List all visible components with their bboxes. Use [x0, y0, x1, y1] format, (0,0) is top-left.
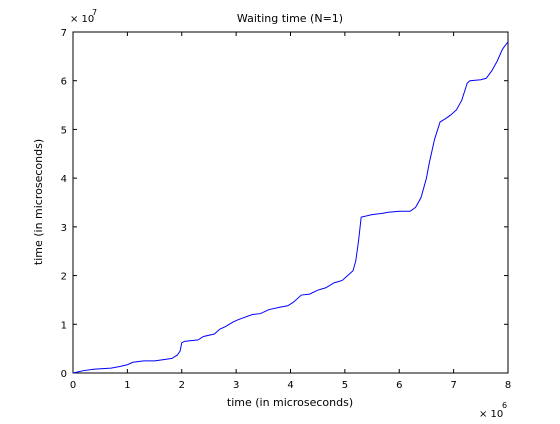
y-multiplier-base: × 10 — [70, 14, 94, 25]
x-tick-label: 0 — [70, 380, 76, 391]
plot-frame — [72, 31, 509, 374]
x-tick-label: 3 — [233, 380, 239, 391]
y-axis-label: time (in microseconds) — [32, 139, 45, 265]
y-tick-label: 2 — [61, 272, 67, 283]
x-axis-label: time (in microseconds) — [227, 396, 353, 409]
y-tick-label: 1 — [61, 320, 67, 331]
y-tick-label: 3 — [61, 223, 67, 234]
y-multiplier-exponent: 7 — [92, 8, 97, 17]
x-multiplier-base: × 10 — [479, 409, 503, 420]
x-tick-label: 1 — [124, 380, 130, 391]
y-tick-label: 0 — [61, 369, 67, 380]
y-tick-label: 4 — [61, 174, 67, 185]
x-axis-multiplier: × 10 6 — [479, 401, 507, 420]
y-axis-multiplier: × 10 7 — [70, 8, 97, 25]
x-tick-label: 2 — [179, 380, 185, 391]
y-tick-label: 7 — [61, 28, 67, 39]
x-multiplier-exponent: 6 — [502, 401, 507, 410]
x-tick-label: 8 — [505, 380, 511, 391]
chart-title: Waiting time (N=1) — [237, 12, 343, 25]
y-axis-ticks: 0 1 2 3 4 5 6 7 — [61, 28, 508, 380]
x-tick-label: 4 — [287, 380, 293, 391]
y-tick-label: 6 — [61, 77, 67, 88]
x-tick-label: 6 — [396, 380, 402, 391]
x-tick-label: 5 — [342, 380, 348, 391]
x-tick-label: 7 — [450, 380, 456, 391]
x-axis-ticks: 0 1 2 3 4 5 6 7 8 — [70, 32, 511, 391]
series-line — [72, 41, 509, 374]
y-tick-label: 5 — [61, 125, 67, 136]
